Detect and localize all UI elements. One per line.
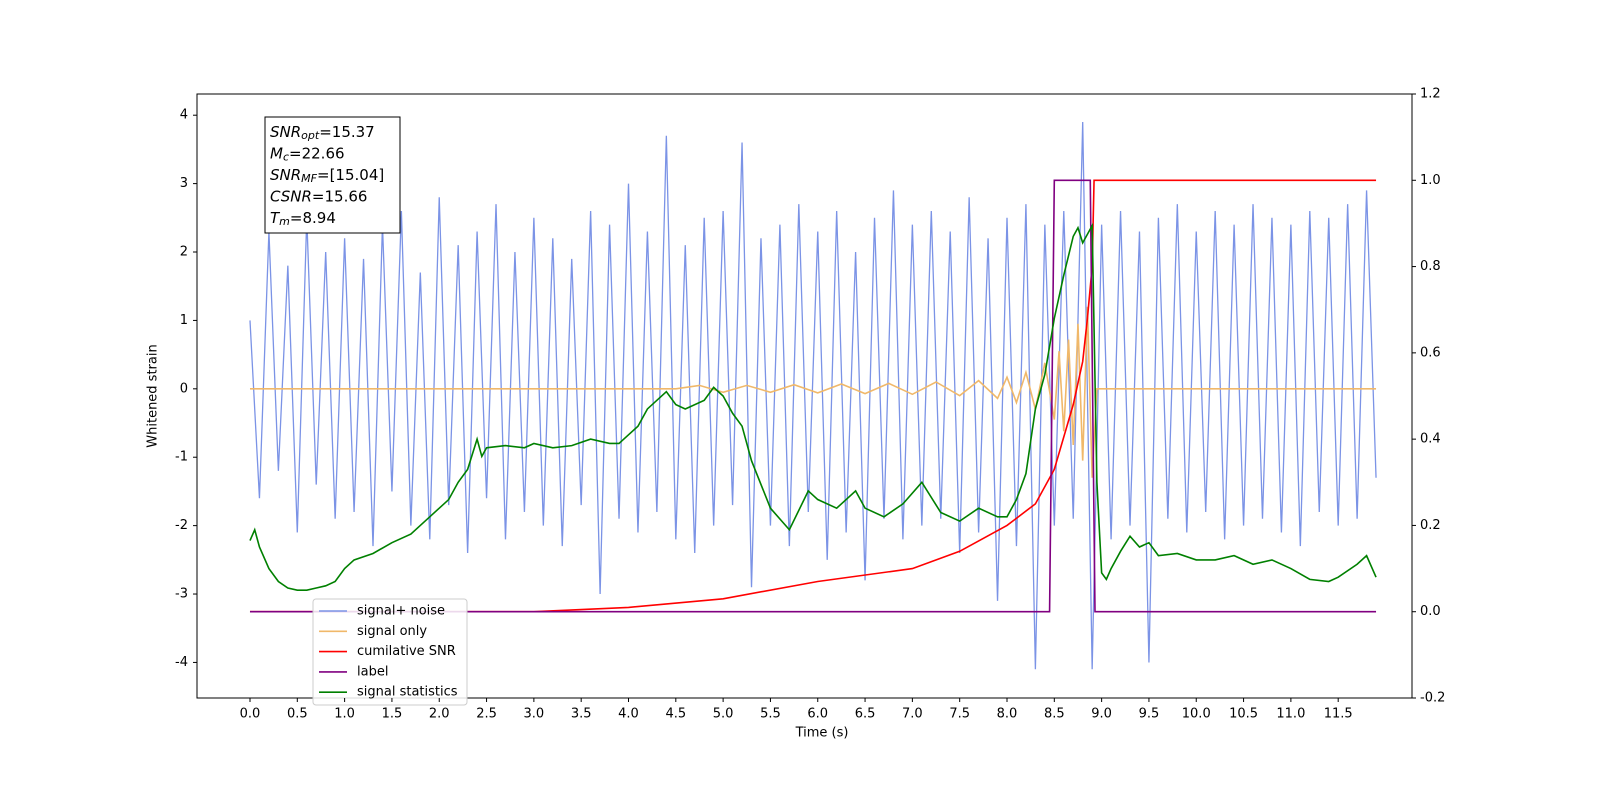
x-tick-label: 11.5	[1324, 707, 1353, 722]
annotation-sub: opt	[301, 129, 320, 142]
plot-area	[249, 122, 1377, 670]
annotation: SNRMF=[15.04]	[270, 166, 384, 186]
x-axis-label: Time (s)	[795, 726, 849, 741]
annotation: CSNR=15.66	[270, 187, 367, 205]
x-tick-label: 3.5	[571, 707, 592, 722]
axes-frame	[196, 93, 1413, 699]
y-tick-label: -1	[175, 450, 188, 465]
annotation: Mc=22.66	[270, 144, 345, 164]
annotation-sub: MF	[301, 172, 317, 185]
legend-label: signal only	[357, 624, 427, 639]
legend-label: cumilative SNR	[357, 644, 456, 659]
y-tick-label: 2	[180, 245, 188, 260]
annotation-name: T	[270, 209, 281, 227]
x-tick-label: 0.5	[287, 707, 308, 722]
x-tick-label: 10.0	[1182, 707, 1211, 722]
x-tick-label: 8.5	[1044, 707, 1065, 722]
annotation-text: =[15.04]	[317, 166, 384, 184]
annotation-text: =15.37	[319, 123, 375, 141]
annotation-text: =22.66	[289, 144, 345, 162]
y-tick-label: 1	[180, 313, 188, 328]
annotation-name: SNR	[270, 166, 301, 184]
x-tick-label: 0.0	[240, 707, 261, 722]
y2-tick-label: 0.6	[1420, 345, 1441, 360]
series-line	[249, 306, 1377, 478]
x-tick-label: 7.5	[949, 707, 970, 722]
x-tick-label: 10.5	[1229, 707, 1258, 722]
annotation-box	[264, 116, 401, 234]
annotation-sub: m	[279, 215, 290, 228]
x-tick-label: 2.5	[476, 707, 497, 722]
x-tick-label: 4.5	[665, 707, 686, 722]
series-line	[249, 222, 1377, 591]
x-tick-label: 9.0	[1091, 707, 1112, 722]
x-tick-label: 2.0	[429, 707, 450, 722]
y-tick-label: -3	[175, 587, 188, 602]
y2-tick-label: 0.8	[1420, 259, 1441, 274]
annotation-text: =15.66	[312, 187, 368, 205]
legend-label: signal+ noise	[357, 604, 445, 619]
annotation-name: CSNR	[270, 187, 312, 205]
x-tick-label: 8.0	[997, 707, 1018, 722]
annotation-name: M	[270, 144, 283, 162]
y2-tick-label: 0.4	[1420, 432, 1441, 447]
x-tick-label: 6.5	[855, 707, 876, 722]
annotation-name: SNR	[270, 123, 301, 141]
x-tick-label: 1.0	[334, 707, 355, 722]
y2-tick-label: 0.2	[1420, 518, 1441, 533]
y-tick-label: -2	[175, 518, 188, 533]
x-tick-label: 9.5	[1139, 707, 1160, 722]
x-tick-label: 3.0	[524, 707, 545, 722]
annotation-sub: c	[283, 151, 289, 164]
y-axis-label: Whitened strain	[146, 344, 161, 447]
y2-tick-label: 1.0	[1420, 173, 1441, 188]
legend-label: label	[357, 664, 388, 679]
x-tick-label: 4.0	[618, 707, 639, 722]
legend-label: signal statistics	[357, 685, 458, 700]
y-tick-label: 3	[180, 176, 188, 191]
y2-tick-label: 0.0	[1420, 604, 1441, 619]
y-tick-label: 4	[180, 108, 188, 123]
series-line	[249, 122, 1377, 670]
x-tick-label: 7.0	[902, 707, 923, 722]
x-tick-label: 1.5	[382, 707, 403, 722]
annotation: SNRopt=15.37	[270, 123, 375, 143]
y-tick-label: -4	[175, 655, 188, 670]
legend	[312, 598, 468, 706]
x-tick-label: 11.0	[1276, 707, 1305, 722]
annotation-text: =8.94	[290, 209, 336, 227]
y-tick-label: 0	[180, 381, 188, 396]
x-tick-label: 5.0	[713, 707, 734, 722]
x-tick-label: 5.5	[760, 707, 781, 722]
annotation: Tm=8.94	[270, 209, 336, 229]
y2-tick-label: -0.2	[1420, 691, 1445, 706]
y2-tick-label: 1.2	[1420, 87, 1441, 102]
series-line	[249, 179, 1377, 613]
series-line	[249, 179, 1377, 613]
x-tick-label: 6.0	[807, 707, 828, 722]
